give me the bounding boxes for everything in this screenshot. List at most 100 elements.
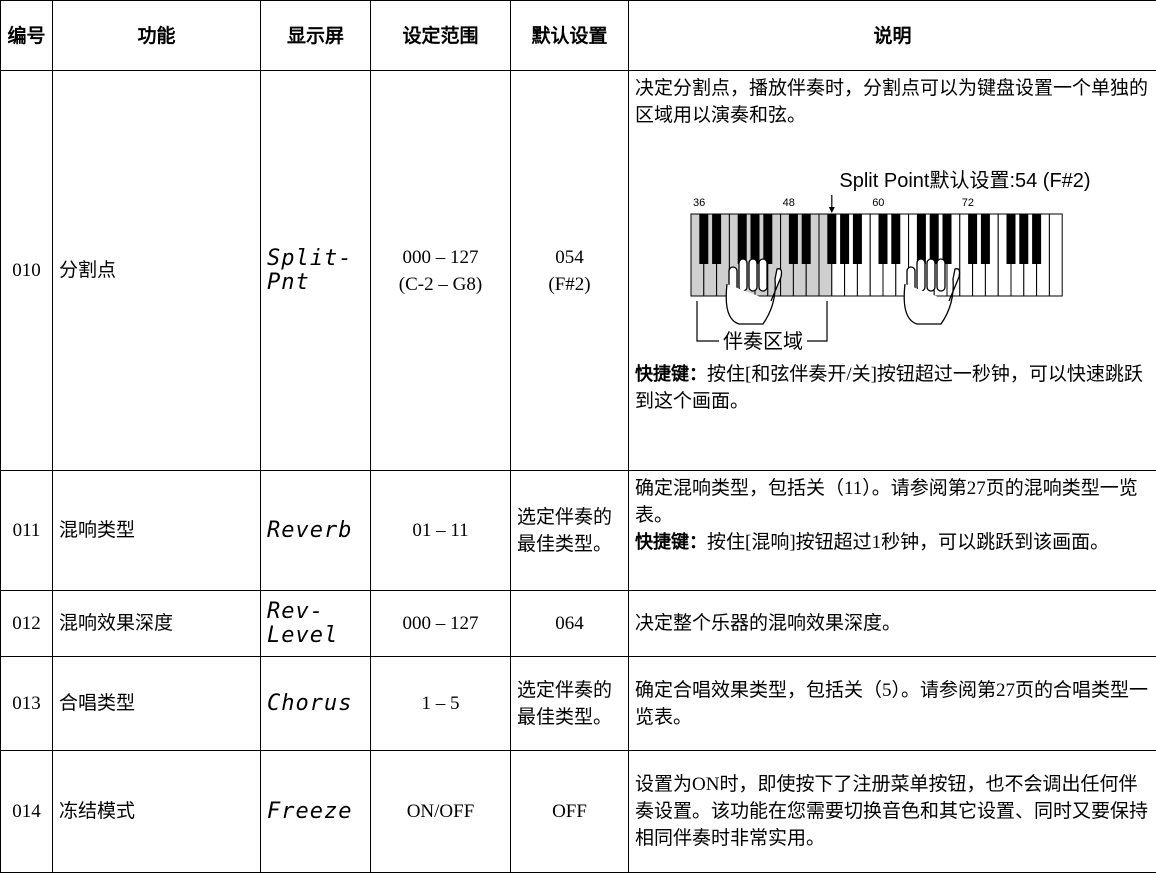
description-text: 确定合唱效果类型，包括关（5）。请参阅第27页的合唱类型一览表。 [635, 677, 1150, 731]
default-cell: 054 (F#2) [511, 71, 629, 471]
default-cell: 选定伴奏的最佳类型。 [511, 657, 629, 751]
black-key [840, 214, 849, 264]
number-cell: 011 [1, 471, 53, 591]
number-cell: 013 [1, 657, 53, 751]
cell-line: Split- [267, 246, 352, 271]
black-key [891, 214, 900, 264]
description-text: 决定分割点，播放伴奏时，分割点可以为键盘设置一个单独的区域用以演奏和弦。 [635, 75, 1150, 129]
description-cell: 确定合唱效果类型，包括关（5）。请参阅第27页的合唱类型一览表。 [629, 657, 1156, 751]
key-number: 72 [962, 197, 974, 209]
description-cell: 决定分割点，播放伴奏时，分割点可以为键盘设置一个单独的区域用以演奏和弦。 Spli… [629, 71, 1156, 471]
diagram-caption: Split Point默认设置:54 (F#2) [839, 169, 1090, 192]
black-key [738, 214, 747, 264]
black-key [699, 214, 708, 264]
black-key [802, 214, 811, 264]
header-row: 编号功能 显示屏 设定范围 默认设置 说明 [1, 1, 1156, 71]
description-text: 决定整个乐器的混响效果深度。 [635, 610, 1150, 637]
cell-line: Pnt [267, 270, 310, 295]
shortcut-label: 快捷键： [635, 532, 707, 553]
range-cell: 000 – 127 [371, 591, 511, 657]
number-cell: 010 [1, 71, 53, 471]
black-key [853, 214, 862, 264]
table-row: 011 混响类型 Reverb 01 – 11 选定伴奏的最佳类型。确定混响类型，包括关… [1, 471, 1156, 591]
header-cell: 功能 [53, 1, 261, 71]
range-cell: ON/OFF [371, 751, 511, 873]
header-text: 默认设置 [531, 25, 607, 47]
cell-line: OFF [552, 801, 587, 822]
shortcut-text: 按住[和弦伴奏开/关]按钮超过一秒钟，可以快速跳跃到这个画面。 [635, 364, 1143, 412]
cell-line: 000 – 127 [403, 247, 479, 268]
arrow-head [829, 207, 835, 213]
header-cell: 编号 [1, 1, 53, 71]
function-cell: 分割点 [53, 71, 261, 471]
cell-line: 选定伴奏的最佳类型。 [517, 507, 612, 555]
range-cell: 000 – 127(C-2 – G8) [371, 71, 511, 471]
black-key [879, 214, 888, 264]
white-key [1049, 214, 1062, 296]
finger [749, 259, 757, 291]
cell-line: 064 [555, 613, 584, 634]
row-number: 013 [12, 693, 41, 714]
black-key [981, 214, 990, 264]
cell-line: 1 – 5 [422, 693, 460, 714]
display-cell: Chorus [261, 657, 371, 751]
finger [917, 259, 925, 291]
cell-line: Freeze [267, 799, 352, 824]
cell-line: Rev- [267, 599, 324, 624]
display-cell: Freeze [261, 751, 371, 873]
function-cell: 合唱类型 [53, 657, 261, 751]
cell-line: (F#2) [548, 274, 590, 295]
header-text: 显示屏 [287, 25, 344, 47]
description-cell: 设置为ON时，即使按下了注册菜单按钮，也不会调出任何伴奏设置。该功能在您需要切换… [629, 751, 1156, 873]
display-cell: Reverb [261, 471, 371, 591]
black-key [1032, 214, 1041, 264]
black-key [763, 214, 772, 264]
row-number: 014 [12, 801, 41, 822]
key-number: 36 [693, 197, 705, 209]
row-number: 012 [12, 613, 41, 634]
black-key [789, 214, 798, 264]
shortcut-label: 快捷键： [635, 364, 707, 385]
display-cell: Split-Pnt [261, 71, 371, 471]
row-number: 011 [13, 520, 41, 541]
header-text: 设定范围 [402, 25, 478, 47]
function-name: 混响效果深度 [59, 613, 173, 634]
function-cell: 冻结模式 [53, 751, 261, 873]
number-cell: 014 [1, 751, 53, 873]
cell-line: 054 [555, 247, 584, 268]
range-cell: 1 – 5 [371, 657, 511, 751]
description-text: 设置为ON时，即使按下了注册菜单按钮，也不会调出任何伴奏设置。该功能在您需要切换… [635, 771, 1150, 852]
black-key [930, 214, 939, 264]
cell-line: 000 – 127 [403, 613, 479, 634]
cell-line: Chorus [267, 691, 352, 716]
cell-line: Reverb [267, 518, 352, 543]
black-key [827, 214, 836, 264]
function-cell: 混响效果深度 [53, 591, 261, 657]
shortcut: 快捷键：按住[和弦伴奏开/关]按钮超过一秒钟，可以快速跳跃到这个画面。 [635, 361, 1150, 415]
description-cell: 确定混响类型，包括关（11）。请参阅第27页的混响类型一览表。快捷键：按住[混响… [629, 471, 1156, 591]
header-cell: 默认设置 [511, 1, 629, 71]
function-name: 冻结模式 [59, 801, 135, 822]
black-key [943, 214, 952, 264]
function-name: 合唱类型 [59, 693, 135, 714]
cell-line: ON/OFF [407, 801, 475, 822]
black-key [751, 214, 760, 264]
function-cell: 混响类型 [53, 471, 261, 591]
description-cell: 决定整个乐器的混响效果深度。 [629, 591, 1156, 657]
default-cell: OFF [511, 751, 629, 873]
function-name: 混响类型 [59, 520, 135, 541]
table-row: 014 冻结模式 Freeze ON/OFF OFF 设置为ON时，即使按下了注册菜单按钮… [1, 751, 1156, 873]
zone-label: 伴奏区域 [723, 330, 803, 353]
shortcut-text: 按住[混响]按钮超过1秒钟，可以跳跃到该画面。 [707, 532, 1109, 553]
cell-line: 01 – 11 [412, 520, 468, 541]
range-cell: 01 – 11 [371, 471, 511, 591]
default-cell: 064 [511, 591, 629, 657]
header-text: 说明 [873, 25, 911, 47]
finger [927, 259, 935, 291]
header-cell: 设定范围 [371, 1, 511, 71]
black-key [712, 214, 721, 264]
